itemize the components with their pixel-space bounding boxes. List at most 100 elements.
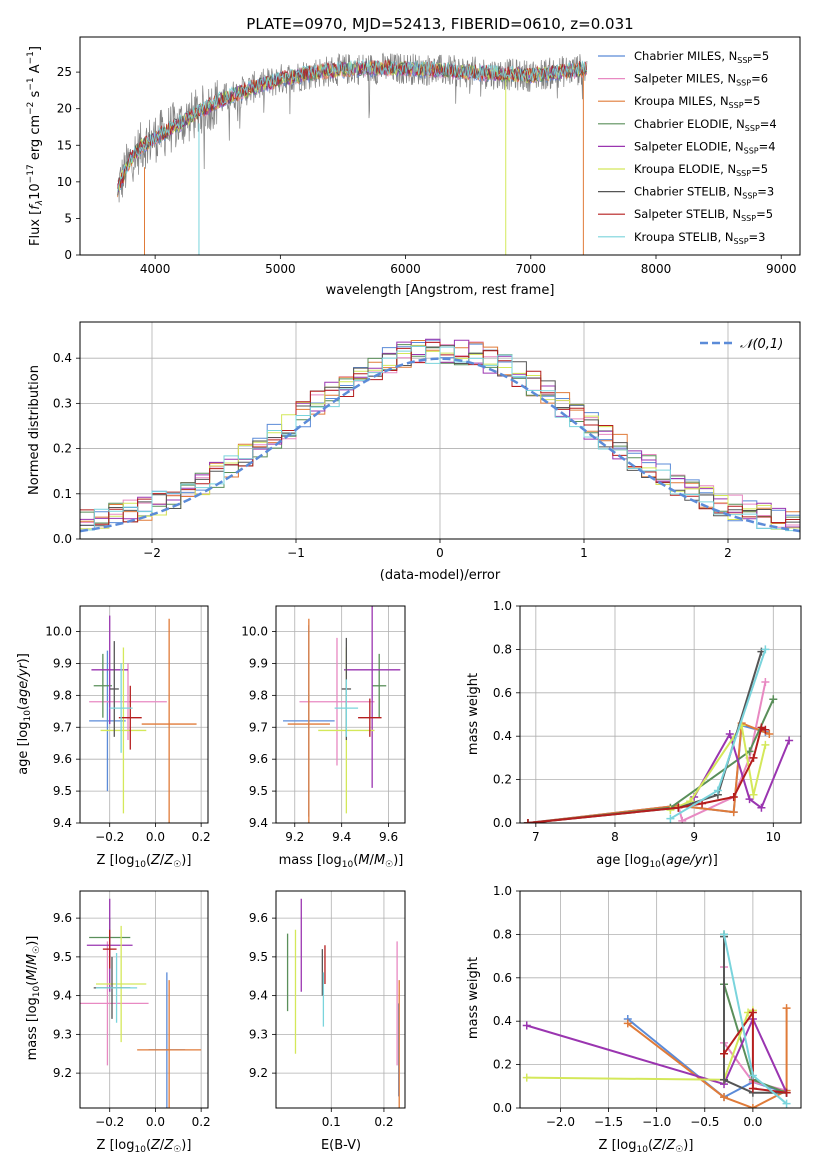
y-tick-label: 9.3 xyxy=(53,1027,72,1041)
weight-marker xyxy=(748,1104,757,1108)
weight-marker xyxy=(522,1021,531,1030)
residuals-x-label: (data-model)/error xyxy=(380,568,501,583)
age-mass-x-label: mass [log10(M/M☉)] xyxy=(279,853,404,870)
legend-entry: Salpeter ELODIE, NSSP=4 xyxy=(634,139,776,155)
y-tick-label: 0.2 xyxy=(53,442,72,456)
y-tick-label: 9.4 xyxy=(249,989,268,1003)
y-tick-label: 9.8 xyxy=(53,688,72,702)
x-tick-label: −0.2 xyxy=(95,1115,124,1129)
residuals-histograms xyxy=(80,338,800,533)
panel-age-vs-mass: 9.2 9.4 9.6 9.4 9.5 9.6 9.7 9.8 9.9 10.0 xyxy=(241,605,406,844)
x-tick-label: 1 xyxy=(580,546,588,560)
weight-marker xyxy=(761,645,770,654)
x-tick-label: −1 xyxy=(287,546,305,560)
x-tick-label: 0.2 xyxy=(192,1115,211,1129)
weight-marker xyxy=(761,725,770,734)
legend-entry: Kroupa ELODIE, NSSP=5 xyxy=(634,162,768,178)
x-tick-label: 2 xyxy=(724,546,732,560)
y-tick-label: 0.4 xyxy=(493,1014,512,1028)
x-tick-label: 0.0 xyxy=(743,1115,762,1129)
x-tick-label: −0.2 xyxy=(95,830,124,844)
weight-marker xyxy=(720,1075,729,1084)
panel-marks xyxy=(80,898,202,1108)
legend-entry: Chabrier MILES, NSSP=5 xyxy=(634,49,769,65)
x-tick-label: −1.5 xyxy=(594,1115,623,1129)
y-tick-label: 9.4 xyxy=(249,816,268,830)
weight-marker xyxy=(720,1049,729,1058)
weight-marker xyxy=(749,753,758,762)
weight-line xyxy=(627,1008,788,1108)
panel-age-vs-metallicity: −0.2 0.0 0.2 9.4 9.5 9.6 9.7 9.8 9.9 10.0 xyxy=(45,605,211,844)
mass-z-x-label: Z [log10(Z/Z☉)] xyxy=(97,1138,192,1155)
weight-marker xyxy=(720,1093,729,1102)
y-tick-label: 9.2 xyxy=(249,1066,268,1080)
x-tick-label: 0.2 xyxy=(192,830,211,844)
y-tick-label: 9.5 xyxy=(249,950,268,964)
weight-marker xyxy=(713,786,722,795)
y-tick-label: 20 xyxy=(57,102,72,116)
y-tick-label: 9.6 xyxy=(53,911,72,925)
weight-marker xyxy=(757,803,766,812)
residuals-y-label: Normed distribution xyxy=(27,365,42,495)
y-tick-label: 9.5 xyxy=(249,784,268,798)
weight-z-y-label: mass weight xyxy=(466,957,481,1039)
weight-marker xyxy=(666,814,675,823)
x-tick-label: 7 xyxy=(532,830,540,844)
weight-line xyxy=(526,1009,754,1081)
y-tick-label: 9.5 xyxy=(53,784,72,798)
y-tick-label: 10.0 xyxy=(241,625,268,639)
y-tick-label: 9.4 xyxy=(53,989,72,1003)
mass-ebv-x-label: E(B-V) xyxy=(321,1138,361,1153)
panel-marks xyxy=(286,898,400,1108)
weight-marker xyxy=(782,1088,791,1097)
legend-entry: Salpeter MILES, NSSP=6 xyxy=(634,72,768,88)
y-tick-label: 9.6 xyxy=(53,752,72,766)
x-tick-label: 6000 xyxy=(390,262,421,276)
legend-entry: Salpeter STELIB, NSSP=5 xyxy=(634,207,773,223)
x-tick-label: 9 xyxy=(690,830,698,844)
legend-entry: Chabrier ELODIE, NSSP=4 xyxy=(634,117,777,133)
y-tick-label: 9.4 xyxy=(53,816,72,830)
weight-marker xyxy=(725,730,734,739)
small-panel-labels: Z [log10(Z/Z☉)] age [log10(age/yr)] mass… xyxy=(16,653,718,1155)
spectrum-legend: Chabrier MILES, NSSP=5 Salpeter MILES, NS… xyxy=(590,43,795,250)
weight-age-y-label: mass weight xyxy=(466,673,481,755)
y-tick-label: 0.8 xyxy=(493,927,512,941)
spectrum-series xyxy=(117,52,588,255)
y-tick-label: 9.9 xyxy=(53,656,72,670)
weight-marker xyxy=(782,1004,791,1013)
y-tick-label: 25 xyxy=(57,65,72,79)
weight-marker xyxy=(623,1019,632,1028)
panel-axes-frame xyxy=(79,890,209,1109)
weight-marker xyxy=(720,930,729,939)
y-tick-label: 0.8 xyxy=(493,642,512,656)
spectrum-x-label: wavelength [Angstrom, rest frame] xyxy=(326,283,555,298)
mass-z-y-label: mass [log10(M/M☉)] xyxy=(25,936,42,1061)
weight-marker xyxy=(749,790,758,799)
y-tick-label: 0.4 xyxy=(493,729,512,743)
residuals-ticks-and-grid: −2 −1 0 1 2 0.0 0.1 0.2 0.3 0.4 xyxy=(53,322,800,560)
x-tick-label: 0 xyxy=(436,546,444,560)
weight-line xyxy=(527,651,763,823)
x-tick-label: 0.2 xyxy=(374,1115,393,1129)
x-tick-label: 0.0 xyxy=(146,830,165,844)
panel-marks xyxy=(522,930,791,1108)
weight-marker xyxy=(785,736,794,745)
y-tick-label: 1.0 xyxy=(493,599,512,613)
x-tick-label: 9.6 xyxy=(379,830,398,844)
model-fit-line xyxy=(117,59,587,192)
spectrum-ticks: 4000 5000 6000 7000 8000 9000 0 5 10 15 20 25 xyxy=(57,65,797,276)
weight-marker xyxy=(748,1008,757,1017)
y-tick-label: 5 xyxy=(64,211,72,225)
weight-marker xyxy=(761,740,770,749)
weight-line xyxy=(723,936,787,1094)
weight-marker xyxy=(769,695,778,704)
residual-histogram xyxy=(80,345,800,532)
legend-entry: Kroupa MILES, NSSP=5 xyxy=(634,94,760,110)
y-tick-label: 10 xyxy=(57,175,72,189)
model-fit-line xyxy=(117,60,587,190)
panel-axes-frame xyxy=(519,890,802,1109)
y-tick-label: 15 xyxy=(57,138,72,152)
y-tick-label: 0.3 xyxy=(53,396,72,410)
panel-axes-frame xyxy=(275,605,406,824)
